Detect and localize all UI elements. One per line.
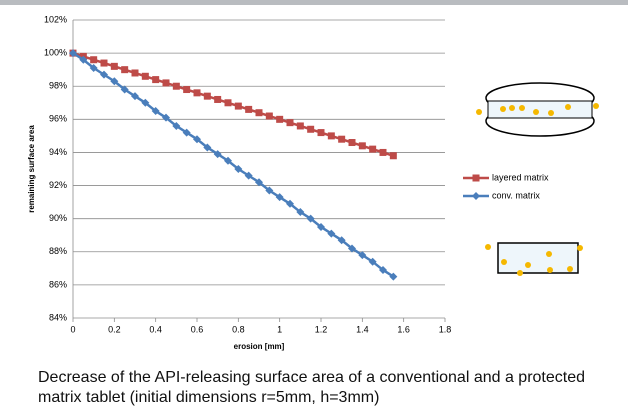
y-tick-label: 90% [49, 213, 67, 223]
marker [224, 99, 232, 107]
x-tick-label: 1.4 [356, 324, 369, 334]
marker [244, 171, 253, 180]
marker [389, 152, 397, 160]
marker [121, 66, 129, 74]
marker [317, 129, 325, 137]
caption: matrix tablet (initial dimensions r=5mm,… [38, 389, 380, 406]
marker [131, 69, 139, 77]
marker [338, 135, 346, 143]
x-tick-label: 1.8 [439, 324, 452, 334]
marker [182, 128, 191, 137]
marker [358, 142, 366, 150]
marker [348, 244, 356, 253]
marker [141, 72, 149, 80]
x-tick-label: 0.2 [108, 324, 121, 334]
marker [379, 148, 387, 156]
y-tick-label: 100% [44, 47, 67, 57]
x-tick-label: 0.8 [232, 324, 245, 334]
marker [90, 56, 98, 64]
marker [307, 125, 315, 133]
marker [389, 272, 398, 281]
marker [193, 135, 201, 144]
marker [152, 76, 160, 84]
marker [79, 55, 88, 64]
marker [327, 229, 336, 238]
marker [193, 89, 201, 97]
marker [255, 178, 263, 187]
x-tick-label: 1 [277, 324, 282, 334]
legend-marker [472, 174, 480, 182]
marker [286, 119, 294, 127]
marker [379, 265, 387, 274]
marker [275, 193, 284, 202]
marker [162, 113, 170, 122]
marker [358, 251, 367, 260]
y-axis-label: remaining surface area [27, 125, 36, 213]
marker [100, 70, 108, 79]
marker [306, 214, 315, 223]
x-tick-label: 0.4 [149, 324, 162, 334]
marker [317, 222, 325, 231]
x-axis-label: erosion [mm] [234, 342, 285, 351]
marker [172, 82, 180, 90]
marker [234, 165, 243, 173]
legend-label: layered matrix [492, 172, 549, 182]
marker [120, 85, 129, 94]
y-tick-label: 92% [49, 180, 67, 190]
y-tick-label: 102% [44, 14, 67, 24]
marker [296, 122, 304, 130]
marker [172, 121, 181, 130]
x-tick-label: 1.2 [315, 324, 328, 334]
y-tick-label: 94% [49, 147, 67, 157]
top-bar [0, 0, 628, 5]
y-tick-label: 98% [49, 81, 67, 91]
marker [141, 98, 150, 107]
marker [89, 64, 98, 73]
marker [296, 208, 305, 217]
y-tick-label: 84% [49, 312, 67, 322]
x-tick-label: 1.6 [397, 324, 410, 334]
x-tick-label: 0 [70, 324, 75, 334]
layered-tablet-diagram [476, 82, 599, 137]
marker [183, 86, 191, 94]
y-tick-label: 86% [49, 279, 67, 289]
marker [337, 236, 346, 245]
marker [69, 49, 77, 58]
marker [234, 102, 242, 110]
conventional-tablet-diagram [485, 242, 583, 276]
series-line [72, 52, 395, 278]
marker [100, 59, 108, 67]
marker [286, 199, 294, 208]
x-tick-label: 0.6 [191, 324, 204, 334]
marker [369, 145, 377, 153]
y-tick-label: 96% [49, 114, 67, 124]
marker [110, 62, 118, 70]
marker [224, 156, 232, 165]
marker [214, 95, 222, 103]
legend-marker [472, 192, 480, 200]
legend-label: conv. matrix [492, 190, 540, 200]
marker [245, 105, 253, 113]
marker [368, 257, 377, 266]
marker [203, 143, 212, 152]
y-tick-label: 88% [49, 246, 67, 256]
marker [110, 77, 119, 86]
marker [348, 139, 356, 147]
marker [213, 150, 222, 159]
marker [162, 79, 170, 87]
marker [276, 115, 284, 123]
marker [203, 92, 211, 100]
marker [265, 186, 274, 195]
marker [151, 107, 160, 116]
marker [327, 132, 335, 140]
caption: Decrease of the API-releasing surface ar… [38, 369, 586, 386]
series-line [72, 51, 394, 157]
marker [265, 112, 273, 120]
marker [131, 92, 139, 101]
marker [255, 109, 263, 117]
